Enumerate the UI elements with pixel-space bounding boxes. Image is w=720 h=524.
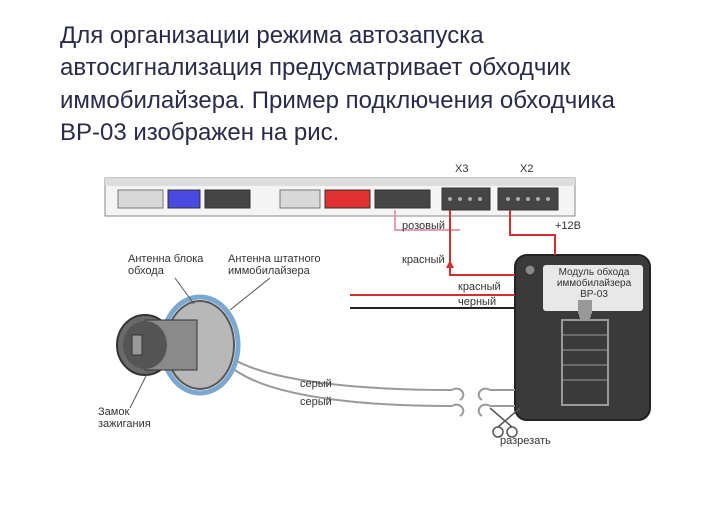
red2-label: красный [458,281,501,293]
x2-label: X2 [520,163,533,175]
ignition-lock [117,297,238,393]
red-label: красный [402,254,445,266]
wire-grey-2a [235,370,452,406]
v12-label: +12В [555,220,581,232]
black-label: черный [458,296,496,308]
ignition-label: Замок зажигания [98,406,151,430]
module-title: Модуль обхода иммобилайзера BP-03 [548,267,640,300]
antenna-std-label: Антенна штатного иммобилайзера [228,253,321,277]
description-text: Для организации режима автозапуска автос… [0,0,720,160]
wire-12v [510,210,555,255]
grey2-label: серый [300,396,332,408]
wire-red [450,210,515,275]
cut-label: разрезать [500,435,551,447]
pink-label: розовый [402,220,445,232]
antenna-block-label: Антенна блока обхода [128,253,203,277]
wiring-diagram: X3 X2 +12В розовый красный красный черны… [0,160,720,500]
scissors-icon [490,408,520,437]
grey1-label: серый [300,378,332,390]
x3-label: X3 [455,163,468,175]
